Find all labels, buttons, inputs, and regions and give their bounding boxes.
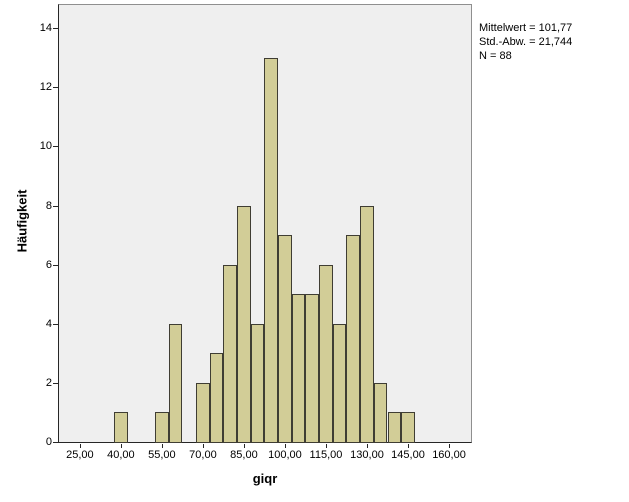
x-tick-label: 160,00: [432, 449, 466, 461]
x-tick-label: 70,00: [189, 449, 217, 461]
x-tick-mark: [243, 444, 245, 448]
y-tick-label: 0: [45, 436, 52, 448]
stats-n: N = 88: [479, 50, 512, 62]
stats-box: Mittelwert = 101,77 Std.-Abw. = 21,744 N…: [479, 21, 572, 63]
y-tick-label: 12: [39, 81, 52, 94]
x-tick-mark: [367, 444, 368, 448]
x-tick-label: 25,00: [66, 449, 94, 461]
y-tick-label: 14: [39, 22, 52, 35]
y-axis-title: Häufigkeit: [14, 189, 30, 253]
y-tick-label: 2: [45, 376, 52, 389]
x-tick-mark: [161, 444, 163, 448]
x-tick-label: 40,00: [107, 449, 135, 461]
x-tick-mark: [79, 444, 81, 448]
x-tick-label: 100,00: [268, 449, 302, 461]
x-tick-label: 130,00: [350, 449, 384, 461]
x-tick-label: 115,00: [309, 449, 343, 461]
x-axis-title: giqr: [252, 471, 278, 486]
x-tick-mark: [408, 444, 409, 448]
plot-area: [58, 4, 472, 443]
x-tick-mark: [120, 444, 122, 448]
y-tick-label: 4: [45, 317, 52, 330]
x-tick-mark: [202, 444, 204, 448]
x-tick-mark: [449, 444, 451, 448]
stats-stddev: Std.-Abw. = 21,744: [479, 36, 573, 48]
x-tick-label: 85,00: [230, 449, 258, 461]
x-tick-mark: [284, 444, 286, 448]
y-tick-label: 6: [45, 258, 52, 271]
y-tick-label: 10: [39, 140, 52, 153]
x-tick-label: 145,00: [391, 449, 425, 461]
stats-mean: Mittelwert = 101,77: [479, 22, 573, 34]
x-tick-mark: [325, 444, 327, 448]
x-tick-label: 55,00: [148, 449, 176, 461]
